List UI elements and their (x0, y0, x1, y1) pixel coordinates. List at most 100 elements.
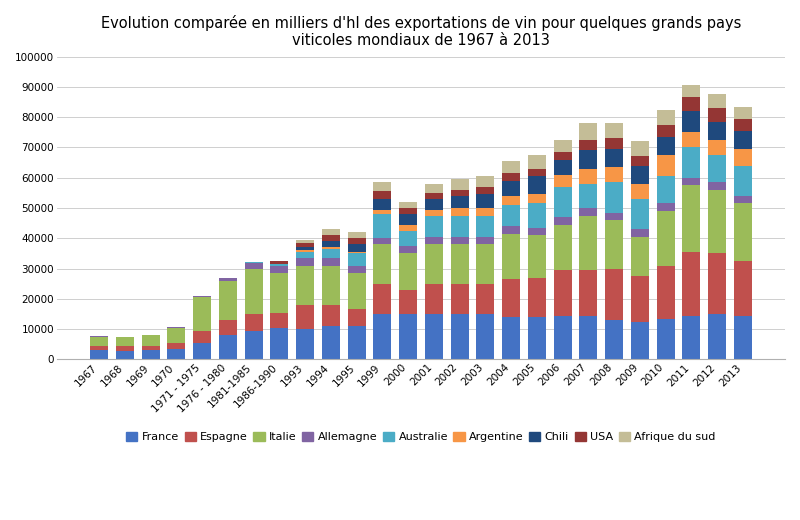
Bar (631, 276, 649, 321)
Bar (167, 328, 186, 343)
Bar (322, 229, 340, 235)
Bar (116, 337, 134, 346)
Bar (450, 216, 469, 237)
Bar (476, 284, 494, 314)
Bar (450, 314, 469, 359)
Bar (708, 108, 726, 122)
Bar (579, 123, 598, 140)
Bar (605, 167, 623, 182)
Bar (399, 253, 417, 290)
Bar (734, 165, 752, 196)
Bar (502, 161, 520, 173)
Bar (631, 199, 649, 229)
Bar (605, 320, 623, 359)
Bar (476, 216, 494, 237)
Bar (631, 237, 649, 276)
Bar (528, 176, 546, 194)
Bar (631, 165, 649, 184)
Bar (579, 316, 598, 359)
Bar (734, 131, 752, 149)
Bar (579, 208, 598, 216)
Bar (631, 321, 649, 359)
Bar (502, 226, 520, 234)
Bar (116, 346, 134, 351)
Bar (734, 196, 752, 203)
Bar (605, 149, 623, 167)
Bar (322, 326, 340, 359)
Bar (528, 235, 546, 278)
Bar (450, 284, 469, 314)
Bar (347, 273, 366, 309)
Bar (270, 313, 288, 328)
Bar (116, 351, 134, 359)
Bar (502, 279, 520, 317)
Bar (554, 217, 572, 225)
Bar (450, 237, 469, 244)
Bar (399, 290, 417, 314)
Bar (142, 346, 159, 350)
Bar (682, 178, 700, 185)
Bar (347, 309, 366, 326)
Bar (399, 208, 417, 214)
Bar (399, 202, 417, 208)
Bar (657, 266, 674, 319)
Bar (554, 140, 572, 152)
Bar (270, 261, 288, 264)
Bar (322, 258, 340, 266)
Bar (554, 187, 572, 217)
Legend: France, Espagne, Italie, Allemagne, Australie, Argentine, Chili, USA, Afrique du: France, Espagne, Italie, Allemagne, Aust… (126, 432, 716, 442)
Bar (476, 237, 494, 244)
Bar (734, 107, 752, 119)
Bar (657, 125, 674, 137)
Bar (502, 205, 520, 226)
Bar (374, 314, 391, 359)
Bar (605, 220, 623, 269)
Bar (218, 320, 237, 335)
Bar (347, 266, 366, 273)
Bar (425, 184, 443, 193)
Bar (296, 329, 314, 359)
Bar (425, 314, 443, 359)
Bar (245, 314, 262, 331)
Bar (193, 331, 211, 343)
Bar (296, 251, 314, 252)
Bar (245, 331, 262, 359)
Bar (579, 150, 598, 168)
Bar (605, 123, 623, 138)
Bar (399, 214, 417, 225)
Bar (425, 244, 443, 284)
Bar (218, 281, 237, 320)
Bar (708, 190, 726, 253)
Bar (605, 213, 623, 220)
Bar (193, 297, 211, 331)
Bar (167, 327, 186, 328)
Bar (528, 155, 546, 168)
Bar (605, 138, 623, 149)
Bar (708, 140, 726, 155)
Bar (579, 216, 598, 270)
Bar (374, 244, 391, 284)
Bar (657, 155, 674, 176)
Bar (579, 184, 598, 208)
Bar (296, 258, 314, 266)
Bar (657, 211, 674, 266)
Bar (657, 137, 674, 155)
Bar (631, 184, 649, 199)
Bar (245, 269, 262, 314)
Bar (476, 244, 494, 284)
Bar (218, 278, 237, 281)
Bar (90, 346, 108, 350)
Bar (476, 187, 494, 194)
Bar (476, 208, 494, 216)
Bar (708, 122, 726, 140)
Bar (425, 199, 443, 210)
Bar (708, 253, 726, 314)
Bar (579, 270, 598, 316)
Bar (167, 349, 186, 359)
Bar (708, 155, 726, 182)
Bar (528, 278, 546, 317)
Bar (425, 193, 443, 199)
Bar (347, 238, 366, 244)
Bar (476, 314, 494, 359)
Bar (347, 244, 366, 252)
